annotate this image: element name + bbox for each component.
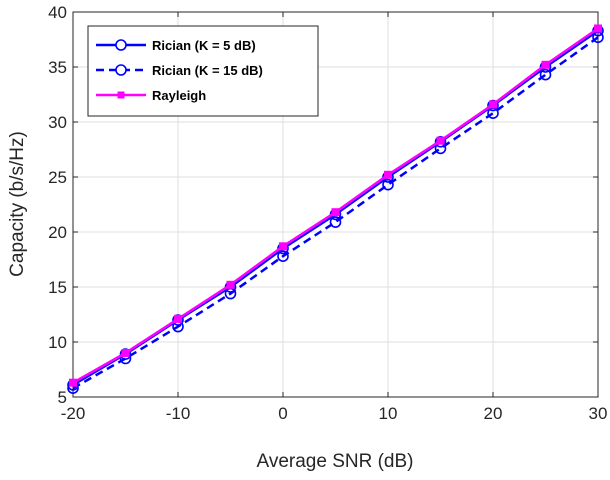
- y-tick-labels: 5 10 15 20 25 30 35 40: [48, 3, 67, 407]
- legend-item-1: Rician (K = 5 dB): [96, 38, 256, 53]
- legend-item-3: Rayleigh: [96, 88, 206, 103]
- x-tick-label: 20: [484, 404, 503, 423]
- legend-label: Rician (K = 15 dB): [152, 63, 263, 78]
- data-point: [384, 170, 392, 179]
- y-tick-label: 30: [48, 113, 67, 132]
- legend: Rician (K = 5 dB) Rician (K = 15 dB) Rayle…: [87, 25, 319, 117]
- data-point: [329, 216, 342, 228]
- series-line: [72, 36, 599, 390]
- legend-marker: [117, 91, 125, 99]
- data-point: [382, 178, 394, 191]
- legend-marker: [115, 64, 127, 76]
- x-tick-label: -10: [166, 404, 191, 423]
- data-point: [174, 314, 182, 323]
- data-point: [69, 378, 77, 387]
- data-point: [541, 60, 550, 69]
- data-point: [226, 280, 235, 289]
- y-axis-label: Capacity (b/s/Hz): [7, 131, 28, 277]
- y-tick-label: 15: [48, 278, 67, 297]
- y-tick-label: 35: [48, 58, 67, 77]
- data-point: [594, 24, 602, 33]
- axes-frame: [72, 11, 599, 398]
- y-tick-label: 10: [48, 333, 67, 352]
- data-point: [331, 208, 340, 217]
- data-point: [121, 349, 130, 357]
- legend-marker: [115, 39, 127, 51]
- data-point: [489, 100, 497, 109]
- x-axis-label: Average SNR (dB): [257, 451, 414, 472]
- x-tick-label: 0: [278, 404, 287, 423]
- legend-item-2: Rician (K = 15 dB): [96, 63, 263, 78]
- legend-label: Rayleigh: [152, 88, 206, 103]
- x-tick-labels: -20 -10 0 10 20 30: [61, 404, 608, 423]
- y-tick-label: 25: [48, 168, 67, 187]
- axes: [72, 11, 599, 398]
- data-point: [539, 68, 552, 81]
- data-point: [436, 136, 445, 145]
- series-3: [69, 24, 602, 387]
- legend-label: Rician (K = 5 dB): [152, 38, 256, 53]
- x-tick-label: 10: [379, 404, 398, 423]
- data-point: [277, 250, 289, 263]
- data-point: [279, 242, 287, 251]
- y-tick-label: 40: [48, 3, 67, 22]
- y-tick-label: 5: [58, 388, 67, 407]
- series-layer: [67, 24, 604, 395]
- x-tick-label: -20: [61, 404, 86, 423]
- x-tick-label: 30: [589, 404, 608, 423]
- y-tick-label: 20: [48, 223, 67, 242]
